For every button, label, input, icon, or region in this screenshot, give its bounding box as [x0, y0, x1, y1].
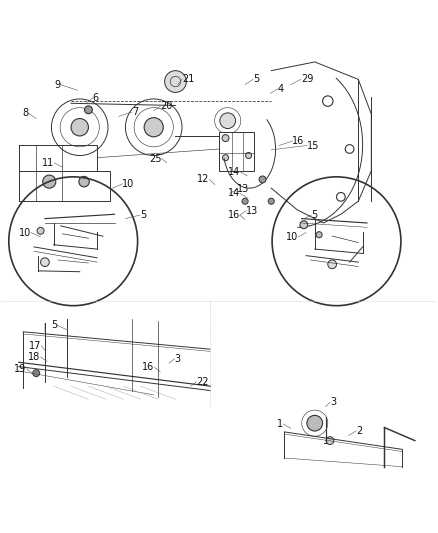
Circle shape: [85, 106, 92, 114]
Text: 20: 20: [160, 101, 173, 111]
FancyArrowPatch shape: [61, 226, 103, 236]
Text: 9: 9: [54, 79, 60, 90]
Text: 8: 8: [22, 108, 28, 118]
Text: 22: 22: [196, 377, 209, 387]
Circle shape: [259, 176, 266, 183]
Circle shape: [336, 192, 345, 201]
Text: 5: 5: [51, 320, 57, 330]
Circle shape: [307, 415, 322, 431]
Text: 5: 5: [253, 75, 259, 84]
Circle shape: [41, 258, 49, 266]
Text: 17: 17: [29, 341, 42, 351]
Text: 4: 4: [278, 84, 284, 94]
Text: 15: 15: [307, 141, 319, 150]
Circle shape: [33, 370, 40, 377]
Text: 6: 6: [93, 93, 99, 103]
Circle shape: [37, 228, 44, 235]
Text: 16: 16: [142, 362, 155, 373]
Circle shape: [345, 144, 354, 154]
Text: 5: 5: [311, 210, 318, 220]
Circle shape: [322, 96, 333, 107]
Text: 16: 16: [228, 210, 240, 220]
Circle shape: [220, 113, 236, 128]
Circle shape: [316, 232, 322, 238]
Text: 2: 2: [356, 426, 362, 436]
Circle shape: [144, 118, 163, 137]
Circle shape: [223, 155, 229, 161]
Bar: [219, 132, 254, 171]
Text: 29: 29: [301, 75, 313, 84]
Text: 11: 11: [42, 158, 54, 168]
Text: 16: 16: [292, 136, 304, 146]
Circle shape: [43, 175, 56, 188]
Text: 13: 13: [246, 206, 258, 216]
Circle shape: [268, 198, 274, 204]
Text: 10: 10: [19, 228, 31, 238]
Text: 25: 25: [149, 154, 162, 164]
Text: 1: 1: [277, 419, 283, 429]
Circle shape: [222, 135, 229, 142]
Circle shape: [300, 221, 308, 229]
Text: 14: 14: [228, 167, 240, 176]
Circle shape: [328, 260, 336, 269]
Text: 10: 10: [286, 232, 298, 242]
Text: 13: 13: [237, 184, 250, 194]
Circle shape: [242, 198, 248, 204]
Text: 21: 21: [182, 75, 194, 84]
Text: 10: 10: [122, 179, 134, 189]
Text: 7: 7: [132, 107, 138, 117]
Text: 12: 12: [197, 174, 209, 184]
Text: 3: 3: [175, 354, 181, 364]
Text: 14: 14: [228, 188, 240, 198]
Circle shape: [71, 118, 88, 136]
Circle shape: [165, 71, 186, 92]
Circle shape: [326, 437, 334, 445]
Text: 18: 18: [28, 352, 41, 362]
Circle shape: [79, 176, 89, 187]
Text: 3: 3: [330, 397, 336, 407]
Text: 19: 19: [14, 364, 27, 374]
Circle shape: [246, 152, 252, 158]
Text: 5: 5: [140, 210, 146, 220]
